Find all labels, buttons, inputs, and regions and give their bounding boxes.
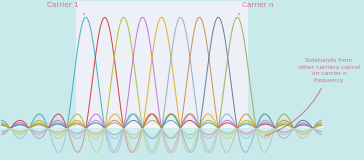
Text: Carrier n: Carrier n [238,2,274,15]
Text: Carrier 1: Carrier 1 [47,2,84,15]
Text: Sidebands from
other carriers cancel
on carrier n
frequency: Sidebands from other carriers cancel on … [265,58,360,136]
Bar [1,128,323,159]
Bar [76,1,247,128]
